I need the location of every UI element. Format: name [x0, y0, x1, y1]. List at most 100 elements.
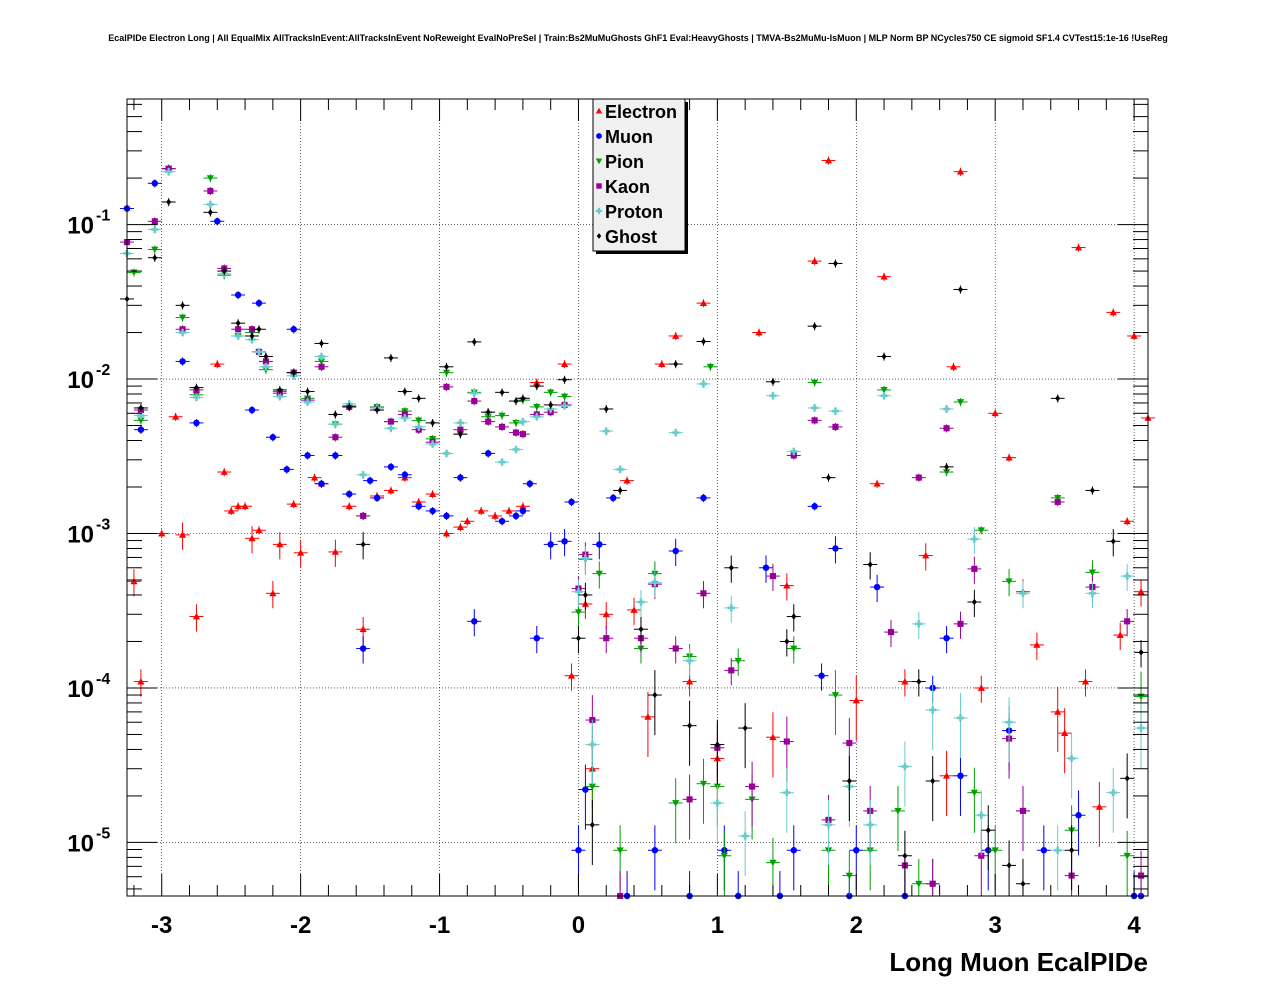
data-point	[1137, 724, 1145, 732]
data-point	[783, 789, 791, 797]
data-point	[277, 386, 283, 394]
data-point	[1020, 880, 1026, 888]
data-point	[700, 590, 707, 597]
data-point	[151, 246, 159, 254]
y-tick-label: 10	[67, 367, 94, 394]
data-point	[402, 388, 408, 395]
data-point-bar	[716, 799, 719, 807]
y-tick-exponent: -3	[96, 517, 110, 534]
data-point	[1054, 498, 1061, 506]
data-point	[213, 360, 221, 367]
data-point	[811, 379, 819, 387]
data-point	[519, 507, 527, 515]
data-point	[151, 218, 158, 225]
data-point	[346, 490, 353, 498]
data-point	[790, 645, 798, 653]
data-point	[137, 677, 145, 685]
data-point	[880, 273, 888, 280]
legend-label: Electron	[605, 102, 677, 122]
data-point	[318, 363, 325, 370]
data-point-bar	[236, 332, 240, 340]
data-point	[560, 402, 569, 410]
data-point	[832, 423, 839, 430]
data-point	[415, 498, 423, 505]
data-point	[581, 554, 590, 562]
data-point	[227, 507, 235, 514]
data-point	[1109, 789, 1117, 797]
data-point	[728, 667, 735, 674]
y-tick-label: 10	[67, 676, 94, 703]
data-point-bar	[334, 420, 337, 428]
data-point	[1054, 708, 1062, 715]
data-point	[824, 156, 833, 164]
data-point	[970, 535, 978, 543]
data-point	[749, 783, 756, 790]
data-point	[206, 175, 214, 182]
data-point	[672, 429, 680, 437]
data-point	[220, 468, 228, 475]
data-point	[596, 133, 602, 139]
data-point	[930, 777, 936, 785]
data-point	[207, 187, 214, 195]
data-point-bar	[827, 821, 830, 829]
data-point	[263, 353, 269, 360]
data-point	[415, 503, 422, 510]
data-point-bar	[973, 535, 976, 543]
data-point	[818, 672, 825, 679]
data-point	[130, 577, 138, 585]
data-point	[416, 395, 422, 402]
data-point	[290, 326, 297, 333]
data-point	[179, 358, 186, 365]
data-point	[728, 564, 734, 572]
data-point-bar	[653, 579, 657, 587]
data-point	[575, 847, 582, 854]
data-point	[727, 604, 735, 612]
data-point	[956, 399, 965, 406]
data-point	[332, 411, 338, 418]
data-point	[485, 418, 492, 425]
data-point	[463, 517, 471, 525]
data-point	[471, 618, 478, 625]
data-point	[588, 783, 596, 791]
data-point	[512, 445, 520, 454]
data-point	[429, 507, 436, 515]
data-point	[318, 480, 325, 487]
data-point	[873, 480, 881, 487]
data-point	[686, 796, 693, 803]
y-tick-exponent: -2	[96, 362, 110, 379]
data-point	[873, 583, 881, 591]
data-point	[180, 302, 186, 309]
data-point	[562, 376, 568, 383]
data-point	[1081, 677, 1090, 685]
legend-entry-kaon: Kaon	[596, 177, 650, 197]
data-point	[811, 503, 818, 510]
data-point	[1055, 395, 1061, 402]
data-point-bar	[868, 821, 872, 829]
data-point	[178, 328, 187, 337]
legend-entry-proton: Proton	[595, 202, 663, 222]
data-point	[269, 433, 277, 441]
data-point	[137, 426, 145, 433]
data-point	[915, 474, 922, 481]
data-point	[1006, 862, 1012, 869]
data-point	[942, 405, 951, 413]
data-point	[137, 411, 145, 420]
data-point-bar	[320, 352, 323, 361]
data-point	[915, 620, 923, 628]
data-point	[582, 591, 588, 599]
x-tick-label: 4	[1127, 912, 1141, 939]
legend-entry-muon: Muon	[596, 127, 653, 147]
legend-label: Kaon	[605, 177, 650, 197]
data-point-bar	[584, 554, 587, 562]
data-point-bar	[1021, 589, 1025, 597]
data-point	[700, 338, 707, 345]
data-point	[513, 397, 519, 405]
data-point	[1095, 803, 1103, 810]
data-point	[519, 502, 527, 510]
data-point	[929, 880, 936, 887]
data-point	[193, 384, 199, 391]
legend-entry-ghost: Ghost	[596, 227, 657, 247]
data-point	[762, 564, 770, 572]
data-point	[283, 466, 290, 473]
data-point	[470, 389, 478, 397]
